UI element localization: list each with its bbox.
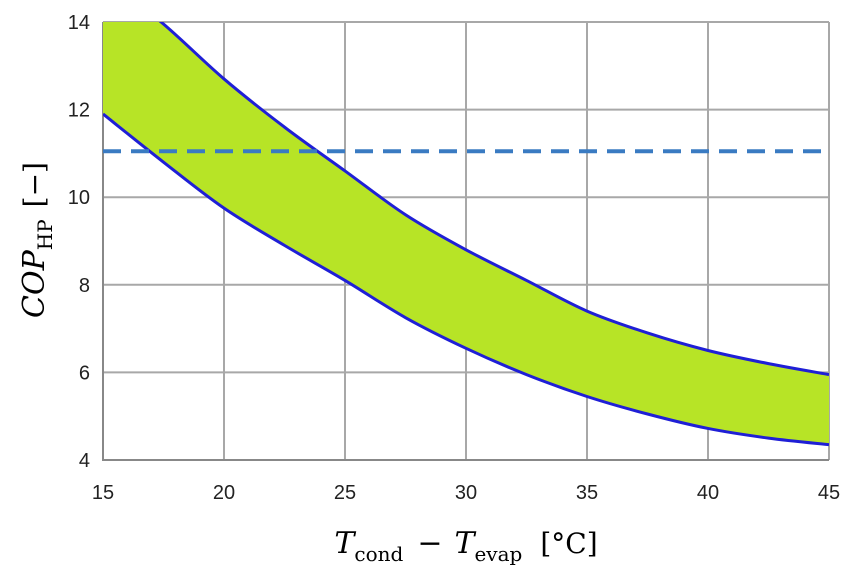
x-axis-label: Tcond − Tevap [°C] [334,526,597,565]
y-tick-label: 6 [79,362,90,384]
y-tick-label: 14 [68,12,90,34]
x-tick-label: 40 [697,482,719,504]
lower-bound-line [103,112,829,447]
x-tick-label: 20 [213,482,235,504]
x-tick-label: 15 [92,482,114,504]
x-tick-label: 30 [455,482,477,504]
y-tick-labels: 4 6 8 10 12 14 [68,12,90,472]
x-tick-label: 25 [334,482,356,504]
upper-bound-line [158,22,829,377]
y-tick-label: 8 [79,275,90,297]
x-tick-label: 45 [818,482,840,504]
y-tick-label: 10 [68,187,90,209]
y-tick-label: 12 [68,100,90,122]
x-tick-labels: 15 20 25 30 35 40 45 [92,482,840,504]
y-tick-label: 4 [79,450,90,472]
y-axis-label: COPHP[−] [17,162,57,318]
x-tick-label: 35 [576,482,598,504]
axis-frame [102,22,829,461]
